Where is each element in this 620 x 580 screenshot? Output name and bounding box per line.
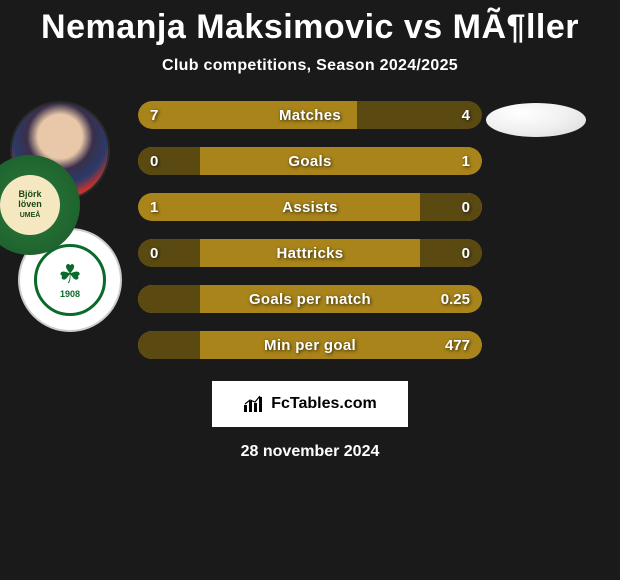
stat-row: 74Matches	[138, 101, 482, 129]
comparison-title: Nemanja Maksimovic vs MÃ¶ller	[0, 0, 620, 47]
comparison-date: 28 november 2024	[0, 443, 620, 461]
brand-footer: FcTables.com	[212, 381, 408, 427]
brand-chart-icon	[243, 395, 265, 413]
stat-label: Goals per match	[138, 285, 482, 313]
club-badge-left-inner: ☘ 1908	[34, 244, 106, 316]
stat-row: 00Hattricks	[138, 239, 482, 267]
stat-row: 477Min per goal	[138, 331, 482, 359]
stat-row: 10Assists	[138, 193, 482, 221]
brand-text: FcTables.com	[271, 395, 377, 413]
stat-label: Assists	[138, 193, 482, 221]
player-right-ball-icon	[486, 103, 586, 137]
club-badge-year: 1908	[60, 289, 80, 299]
stat-label: Goals	[138, 147, 482, 175]
stat-row: 0.25Goals per match	[138, 285, 482, 313]
stat-bars: 74Matches 01Goals 10Assists 00Hattricks 0.25…	[138, 101, 482, 377]
stat-label: Hattricks	[138, 239, 482, 267]
comparison-subtitle: Club competitions, Season 2024/2025	[0, 57, 620, 75]
club-badge-right-inner: Björk löven UMEÅ	[0, 175, 60, 235]
comparison-content: ☘ 1908 Björk löven UMEÅ 74Matches 01Goals…	[0, 93, 620, 493]
clover-icon: ☘	[58, 261, 81, 287]
stat-label: Matches	[138, 101, 482, 129]
stat-label: Min per goal	[138, 331, 482, 359]
stat-row: 01Goals	[138, 147, 482, 175]
